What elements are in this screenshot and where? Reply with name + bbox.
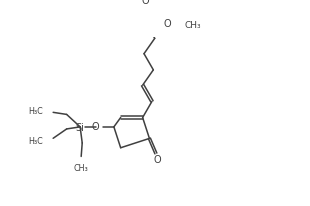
Text: H₃C: H₃C	[29, 106, 43, 115]
Text: CH₃: CH₃	[184, 21, 201, 30]
Text: CH₃: CH₃	[74, 163, 89, 172]
Text: O: O	[164, 19, 171, 29]
Text: H₃C: H₃C	[29, 136, 43, 145]
Text: O: O	[142, 0, 149, 6]
Text: O: O	[153, 154, 161, 164]
Text: Si: Si	[76, 122, 85, 132]
Text: O: O	[91, 122, 99, 132]
